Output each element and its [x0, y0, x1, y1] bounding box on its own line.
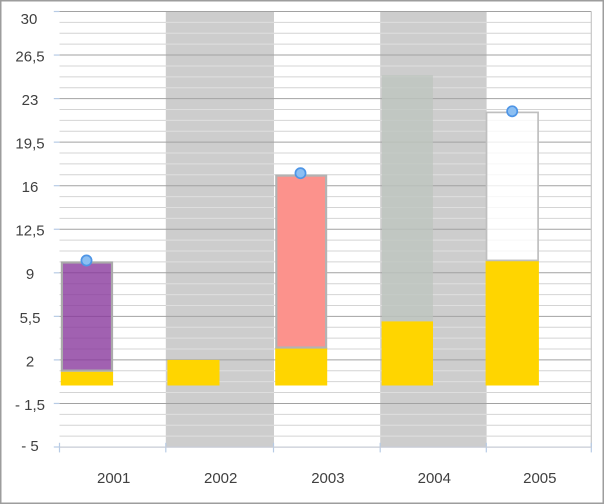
- svg-text:2001: 2001: [97, 470, 130, 487]
- svg-text:19,5: 19,5: [15, 136, 44, 153]
- svg-text:2005: 2005: [523, 470, 556, 487]
- svg-text:- 1,5: - 1,5: [15, 397, 45, 414]
- svg-text:16: 16: [22, 179, 39, 196]
- svg-text:30: 30: [21, 11, 38, 28]
- svg-text:- 5: - 5: [21, 438, 39, 455]
- svg-text:9: 9: [26, 266, 34, 283]
- svg-text:2: 2: [26, 353, 34, 370]
- svg-text:2002: 2002: [204, 470, 237, 487]
- svg-text:26,5: 26,5: [15, 48, 44, 65]
- svg-text:5,5: 5,5: [20, 310, 41, 327]
- svg-text:2004: 2004: [418, 470, 451, 487]
- svg-text:12,5: 12,5: [15, 223, 44, 240]
- svg-text:23: 23: [22, 92, 39, 109]
- svg-text:2003: 2003: [311, 470, 344, 487]
